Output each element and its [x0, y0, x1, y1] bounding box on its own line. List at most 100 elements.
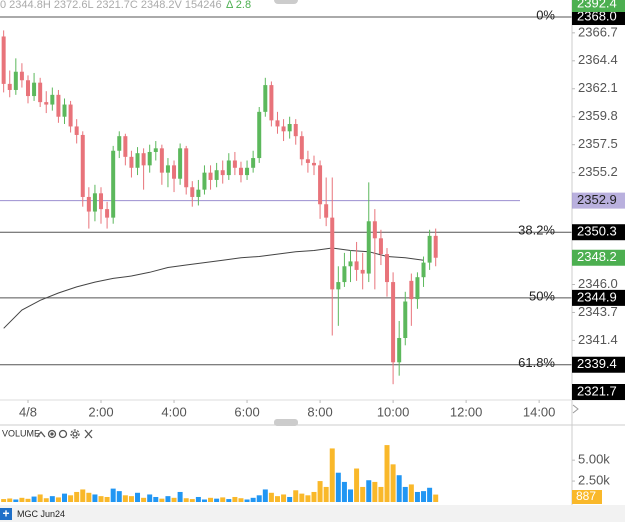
- volume-bar: [323, 486, 329, 502]
- change-header: Δ 2.8: [226, 0, 251, 11]
- y-tick-label: 2362.1: [578, 80, 618, 95]
- candle-body: [32, 82, 37, 97]
- volume-bar: [220, 497, 226, 502]
- y-tick-label: 2.50k: [578, 473, 610, 488]
- add-icon[interactable]: +: [2, 507, 9, 521]
- price-box-label: 2339.4: [577, 356, 617, 371]
- volume-bar: [19, 497, 25, 502]
- price-box-label: 2352.9: [577, 192, 617, 207]
- volume-bar: [25, 498, 31, 502]
- candle-body: [226, 160, 231, 176]
- x-tick-label: 6:00: [234, 404, 259, 419]
- candle-body: [99, 193, 104, 210]
- volume-bar: [390, 464, 396, 502]
- candle-body: [257, 111, 262, 159]
- volume-bar: [433, 494, 439, 502]
- volume-bar: [1, 499, 7, 502]
- volume-bar: [201, 499, 207, 502]
- x-tick-label: 12:00: [450, 404, 483, 419]
- candle-body: [111, 150, 116, 218]
- y-tick-label: 2357.5: [578, 136, 618, 151]
- volume-bar: [372, 481, 378, 502]
- x-tick-label: 2:00: [88, 404, 113, 419]
- volume-bar: [250, 497, 256, 502]
- y-tick-label: 5.00k: [578, 452, 610, 467]
- volume-bar: [311, 491, 317, 502]
- y-tick-label: 2366.7: [578, 24, 618, 39]
- panel-resize-handle[interactable]: [274, 419, 298, 426]
- volume-bar: [329, 448, 335, 502]
- candle-body: [245, 167, 250, 176]
- price-box: [572, 356, 625, 373]
- candle-body: [342, 266, 347, 283]
- symbol-tab[interactable]: MGC Jun24: [17, 509, 65, 519]
- price-box-label: 2368.0: [577, 8, 617, 23]
- candle-body: [1, 36, 6, 84]
- volume-bar: [183, 498, 189, 502]
- price-box: [572, 192, 625, 209]
- candle-body: [372, 221, 377, 239]
- volume-bar: [7, 498, 13, 502]
- last-price-box: [572, 249, 625, 266]
- candle-body: [178, 148, 183, 179]
- volume-bar: [171, 497, 177, 502]
- volume-bar: [256, 495, 262, 502]
- scroll-handle[interactable]: [274, 0, 298, 4]
- volume-bar: [414, 491, 420, 502]
- candle-body: [220, 170, 225, 176]
- volume-bar: [68, 495, 74, 502]
- bottom-bar: [0, 505, 625, 522]
- candle-body: [129, 156, 134, 168]
- volume-bar: [104, 496, 110, 502]
- volume-icons[interactable]: [36, 429, 93, 439]
- scroll-arrow[interactable]: [572, 404, 579, 414]
- volume-bar: [408, 484, 414, 502]
- volume-bar: [49, 496, 55, 502]
- candle-body: [378, 238, 383, 255]
- candle-body: [25, 80, 30, 97]
- candle-body: [299, 136, 304, 160]
- volume-bar: [305, 495, 311, 502]
- candle-body: [50, 94, 55, 105]
- candle-body: [80, 134, 85, 197]
- volume-bar: [421, 491, 427, 502]
- price-box: [572, 289, 625, 306]
- volume-bar: [238, 498, 244, 502]
- x-tick-label: 10:00: [377, 404, 410, 419]
- candle-body: [13, 71, 18, 90]
- candle-body: [153, 148, 158, 152]
- candle-body: [311, 162, 316, 166]
- candle-body: [293, 124, 298, 137]
- candle-body: [44, 102, 49, 105]
- add-symbol-button[interactable]: [0, 508, 12, 520]
- pinned-price-label: 2392.4: [577, 0, 617, 10]
- candle-body: [202, 172, 207, 190]
- candle-body: [38, 82, 43, 103]
- candle-body: [397, 337, 402, 363]
- candle-body: [305, 159, 310, 163]
- last-volume-box: [572, 490, 602, 504]
- candle-body: [324, 204, 329, 218]
- volume-bar: [402, 486, 408, 502]
- fib-level-label: 50%: [529, 288, 555, 303]
- candle-body: [348, 261, 353, 267]
- fib-level-label: 61.8%: [518, 355, 555, 370]
- candle-body: [165, 165, 170, 173]
- candle-body: [330, 217, 335, 290]
- candle-body: [427, 235, 432, 263]
- candle-body: [184, 148, 189, 188]
- vwap-line: [3, 247, 424, 329]
- candle-body: [74, 126, 79, 135]
- volume-bar: [98, 496, 104, 502]
- price-box-label: 2344.9: [577, 289, 617, 304]
- candle-body: [360, 269, 365, 274]
- volume-bar: [31, 496, 37, 502]
- candle-body: [208, 172, 213, 180]
- ohlc-header: 0 2344.8H 2372.6L 2321.7C 2348.2V 154246: [0, 0, 222, 11]
- candle-body: [56, 94, 61, 117]
- candle-body: [318, 165, 323, 205]
- candle-body: [415, 277, 420, 300]
- candle-body: [92, 193, 97, 212]
- volume-bar: [165, 496, 171, 502]
- fib-level-label: 0%: [536, 7, 555, 22]
